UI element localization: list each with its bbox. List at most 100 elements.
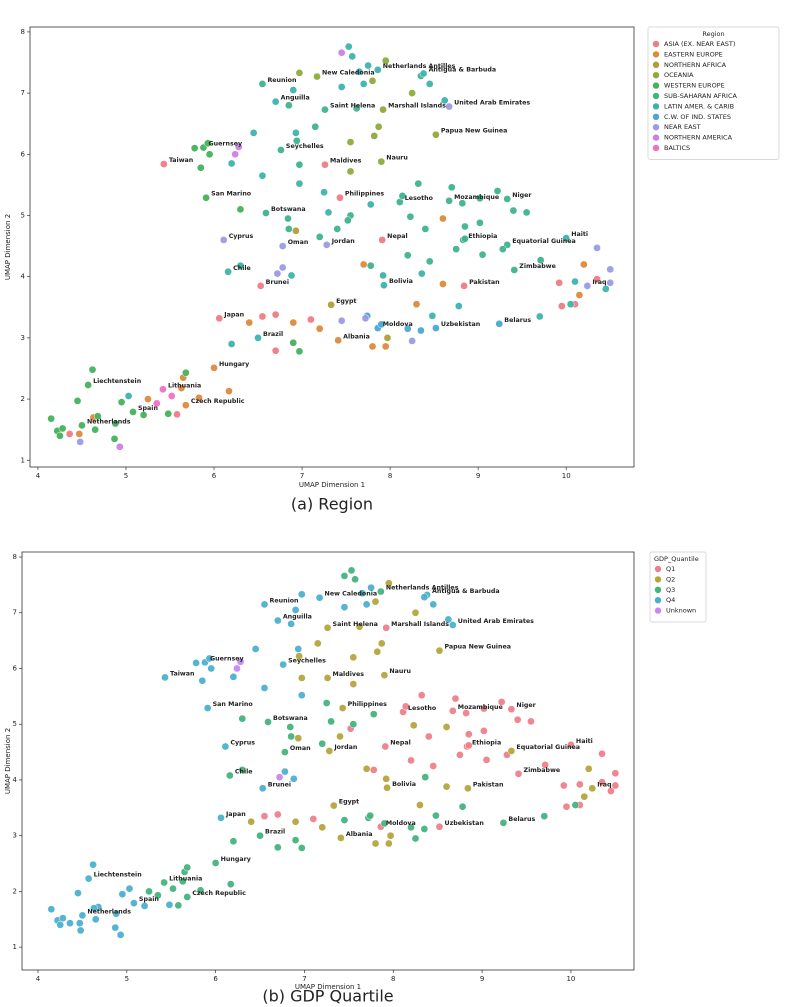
annotation: Bolivia (392, 781, 416, 788)
point (273, 843, 282, 852)
annotation: Lesotho (405, 195, 434, 202)
point (196, 163, 205, 172)
legend-marker (654, 565, 662, 573)
point (408, 89, 416, 97)
point (355, 622, 364, 631)
y-axis-label: UMAP Dimension 2 (4, 214, 12, 280)
point (249, 129, 258, 137)
annotation: Maldives (330, 158, 362, 165)
point (458, 802, 467, 811)
point (454, 302, 463, 310)
point (277, 146, 285, 154)
x-tick-label: 8 (388, 472, 392, 480)
point (425, 257, 434, 266)
point (169, 884, 177, 893)
point (181, 368, 190, 377)
point (233, 664, 241, 673)
point (258, 80, 267, 88)
point (337, 48, 346, 57)
point (198, 676, 207, 685)
legend-label: NEAR EAST (664, 123, 701, 131)
point (323, 674, 332, 682)
point (378, 236, 387, 244)
point (377, 157, 386, 166)
x-tick-label: 5 (125, 975, 129, 983)
point (351, 575, 359, 584)
point (73, 397, 82, 405)
annotation: Maldives (333, 671, 365, 678)
point (336, 193, 344, 202)
point (327, 300, 335, 309)
point (236, 261, 245, 270)
x-tick-label: 7 (300, 472, 304, 480)
annotation: Reunion (269, 597, 298, 604)
point (281, 748, 289, 756)
point (507, 705, 516, 714)
x-tick-label: 5 (124, 472, 128, 480)
point (584, 764, 593, 773)
point (315, 324, 324, 333)
annotation: Papua New Guinea (441, 128, 508, 135)
point (417, 691, 426, 700)
annotation: Taiwan (170, 670, 194, 677)
annotation: United Arab Emirates (458, 618, 534, 625)
point (260, 600, 269, 609)
point (173, 410, 181, 419)
point (221, 742, 230, 751)
point (439, 214, 447, 223)
point (366, 200, 375, 209)
point (227, 159, 236, 168)
annotation: Saint Helena (333, 621, 378, 628)
point (58, 424, 67, 433)
point (383, 334, 392, 342)
point (381, 742, 390, 751)
point (373, 65, 382, 74)
y-tick-label: 8 (13, 553, 17, 561)
annotation: Haiti (571, 231, 588, 238)
point (325, 747, 334, 755)
point (76, 438, 85, 446)
point (195, 393, 203, 402)
point (445, 196, 453, 205)
x-tick-label: 10 (566, 975, 575, 983)
point (425, 80, 434, 88)
point (152, 399, 161, 408)
y-tick-label: 8 (21, 28, 25, 36)
point (535, 312, 544, 321)
point (411, 834, 420, 843)
legend-label: OCEANIA (664, 71, 694, 79)
annotation: Spain (139, 896, 159, 903)
point (215, 314, 224, 323)
annotation: Anguilla (283, 614, 312, 621)
annotation: Seychelles (286, 143, 324, 150)
point (273, 269, 282, 278)
point (59, 914, 67, 923)
x-tick-label: 4 (36, 472, 41, 480)
point (205, 654, 214, 663)
point (258, 784, 267, 793)
x-tick-label: 6 (212, 472, 217, 480)
point (421, 773, 430, 782)
point (371, 839, 380, 848)
point (419, 69, 428, 78)
annotation: New Caledonia (325, 591, 378, 598)
legend-marker (652, 134, 660, 141)
annotation: Saint Helena (330, 103, 375, 110)
point (435, 822, 444, 831)
point (271, 310, 280, 319)
point (260, 812, 269, 821)
point (111, 419, 120, 428)
point (346, 167, 355, 176)
legend-marker (652, 51, 660, 58)
annotation: Antigua & Barbuda (432, 588, 500, 595)
point (271, 97, 280, 106)
legend-label: C.W. OF IND. STATES (664, 113, 731, 121)
x-tick-label: 7 (302, 975, 306, 983)
y-tick-label: 4 (21, 273, 26, 281)
legend-marker (652, 61, 660, 68)
point (225, 387, 233, 395)
point (294, 645, 303, 653)
point (323, 623, 332, 632)
point (245, 318, 254, 327)
point (275, 773, 284, 782)
